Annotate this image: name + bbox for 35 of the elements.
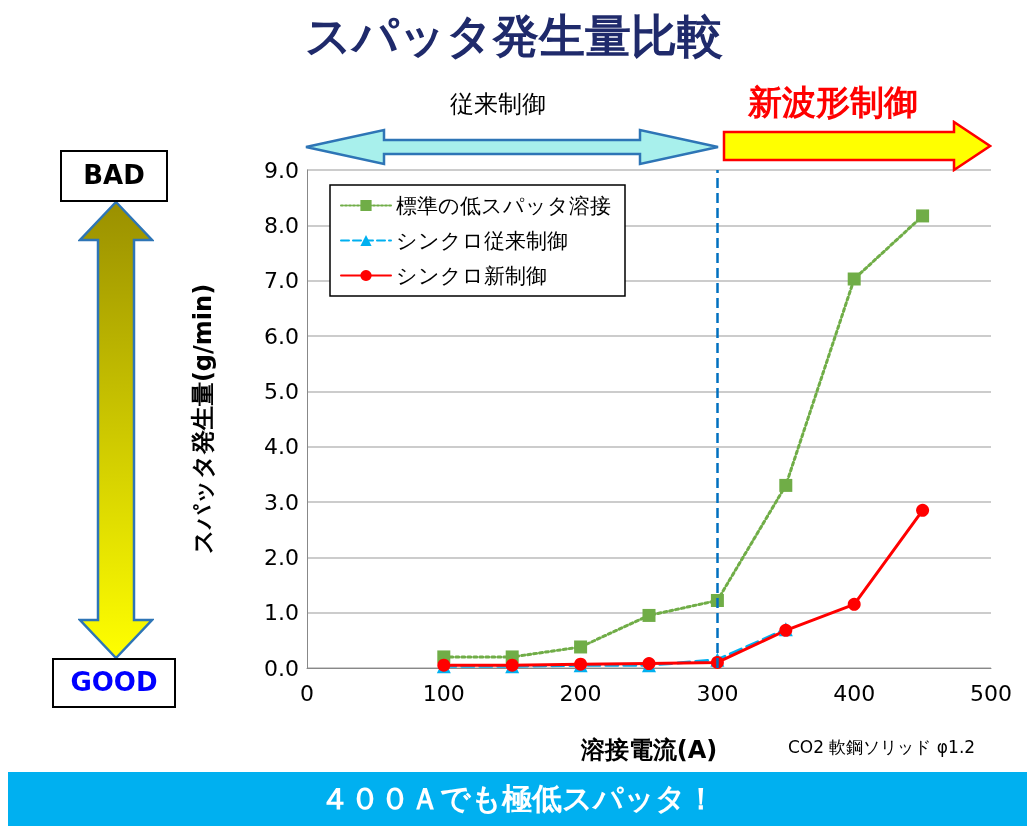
y-tick-label: 3.0 xyxy=(264,489,299,515)
point xyxy=(847,597,861,611)
legend-label: シンクロ従来制御 xyxy=(396,228,568,253)
y-tick-label: 0.0 xyxy=(264,655,299,681)
point xyxy=(642,608,656,622)
y-tick-label: 2.0 xyxy=(264,544,299,570)
x-tick-label: 400 xyxy=(833,680,876,706)
text: ４００Ａでも極低スパッタ！ xyxy=(8,772,1027,826)
y-tick-label: 1.0 xyxy=(264,600,299,626)
legend-label: シンクロ新制御 xyxy=(396,263,547,288)
point xyxy=(574,640,588,654)
y-tick-label: 7.0 xyxy=(264,268,299,294)
point xyxy=(916,503,930,517)
y-tick-label: 6.0 xyxy=(264,323,299,349)
x-tick-label: 200 xyxy=(559,680,602,706)
y-tick-label: 9.0 xyxy=(264,157,299,183)
point xyxy=(779,478,793,492)
y-axis-title: スパッタ発生量(g/min) xyxy=(189,283,217,555)
point xyxy=(916,209,930,223)
y-tick-label: 4.0 xyxy=(264,434,299,460)
x-axis-title: 溶接電流(A) xyxy=(579,736,718,764)
x-tick-label: 300 xyxy=(696,680,739,706)
text: 従来制御 xyxy=(450,89,546,120)
text: CO2 軟鋼ソリッド φ1.2 xyxy=(788,736,976,759)
chart-title: スパッタ発生量比較 xyxy=(304,9,723,63)
point xyxy=(847,272,861,286)
legend-label: 標準の低スパッタ溶接 xyxy=(396,193,611,218)
y-tick-label: 8.0 xyxy=(264,212,299,238)
text: 新波形制御 xyxy=(748,81,918,124)
y-tick-label: 5.0 xyxy=(264,378,299,404)
text: BAD xyxy=(60,150,168,202)
x-tick-label: 100 xyxy=(422,680,465,706)
text: GOOD xyxy=(52,658,176,708)
x-tick-label: 0 xyxy=(300,680,314,706)
x-tick-label: 500 xyxy=(970,680,1012,706)
